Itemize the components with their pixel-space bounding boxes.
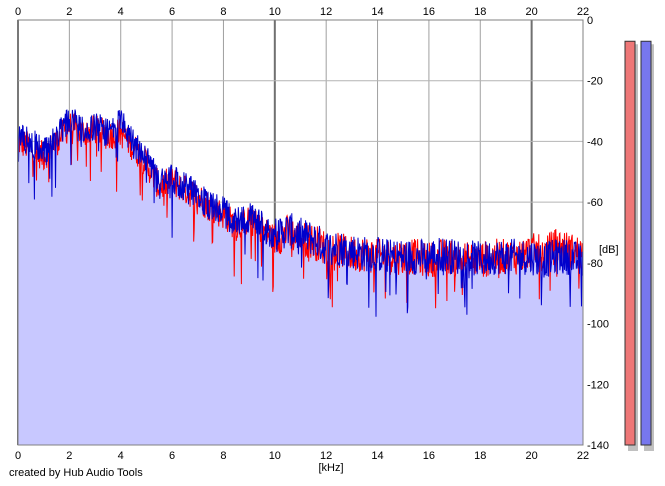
y-tick-label: -140: [587, 440, 609, 452]
level-meter-bar: [624, 40, 636, 446]
y-tick-label: -60: [587, 197, 603, 209]
y-ticks: 0 -20 -40 -60 -80 -100 -120 -140: [587, 15, 609, 452]
x-tick-label-top: 4: [118, 6, 124, 18]
x-tick-label-bottom: 22: [577, 450, 589, 462]
x-tick-label-top: 6: [169, 6, 175, 18]
x-tick-label-bottom: 2: [66, 450, 72, 462]
x-tick-label-top: 14: [371, 6, 383, 18]
level-meters: [624, 40, 654, 451]
x-tick-label-bottom: 20: [526, 450, 538, 462]
x-tick-label-top: 20: [526, 6, 538, 18]
x-tick-label-top: 8: [220, 6, 226, 18]
x-tick-label-bottom: 8: [220, 450, 226, 462]
series-blue-line: [17, 109, 584, 317]
x-ticks-top: 0 2 4 6 8 10 12 14 16 18 20 22: [15, 6, 589, 18]
x-tick-label-bottom: 6: [169, 450, 175, 462]
x-tick-label-top: 22: [577, 6, 589, 18]
y-tick-label: -100: [587, 319, 609, 331]
x-tick-label-top: 18: [474, 6, 486, 18]
credit-text: created by Hub Audio Tools: [9, 467, 143, 479]
x-tick-label-top: 10: [269, 6, 281, 18]
x-tick-label-top: 2: [66, 6, 72, 18]
x-tick-label-top: 0: [15, 6, 21, 18]
x-tick-label-bottom: 14: [371, 450, 383, 462]
plot-frame: [17, 19, 584, 446]
y-tick-label: -80: [587, 258, 603, 270]
x-tick-label-bottom: 10: [269, 450, 281, 462]
y-tick-label: -40: [587, 136, 603, 148]
x-tick-label-bottom: 0: [15, 450, 21, 462]
x-axis-label: [kHz]: [318, 462, 343, 474]
x-tick-label-top: 16: [423, 6, 435, 18]
y-axis-label: [dB]: [599, 244, 619, 256]
x-tick-label-top: 12: [320, 6, 332, 18]
x-tick-label-bottom: 4: [118, 450, 124, 462]
level-meter-bar: [640, 40, 652, 446]
y-tick-label: -20: [587, 76, 603, 88]
x-tick-label-bottom: 16: [423, 450, 435, 462]
x-tick-label-bottom: 12: [320, 450, 332, 462]
y-tick-label: 0: [587, 15, 593, 27]
x-tick-label-bottom: 18: [474, 450, 486, 462]
y-tick-label: -120: [587, 379, 609, 391]
x-ticks-bottom: 0 2 4 6 8 10 12 14 16 18 20 22: [15, 450, 589, 462]
